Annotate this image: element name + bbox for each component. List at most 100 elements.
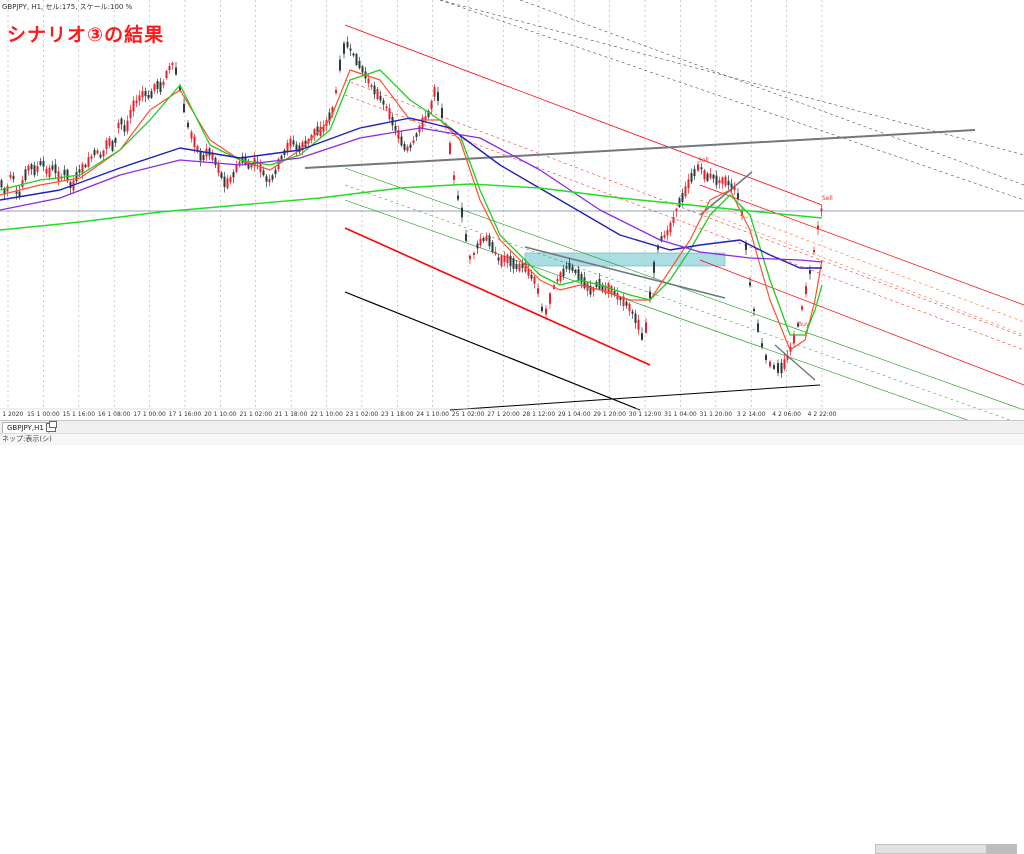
candle-body	[415, 133, 418, 137]
candle-body	[449, 143, 451, 154]
candle-body	[733, 187, 736, 190]
candle-body	[660, 236, 663, 242]
candle-body	[48, 167, 51, 178]
scrollbar-thumb[interactable]	[986, 845, 1016, 853]
candle-body	[653, 262, 655, 273]
candle-body	[663, 235, 666, 238]
chart-tab-bar: GBPJPY,H1	[0, 420, 1024, 854]
time-tick-label: 31 1 04:00	[664, 411, 697, 418]
candle-body	[316, 126, 319, 135]
channel-line-gray-short	[699, 171, 753, 216]
time-tick-label: 4 2 22:00	[808, 411, 837, 418]
candle-body	[666, 229, 669, 236]
candle-body	[753, 308, 755, 312]
window-tile-icon[interactable]	[46, 421, 57, 432]
candle-body	[749, 282, 751, 286]
time-tick-label: 29 1 20:00	[593, 411, 626, 418]
candle-body	[274, 169, 277, 175]
candle-body	[96, 150, 99, 154]
candle-body	[577, 269, 580, 280]
candle-body	[388, 108, 391, 120]
candle-body	[217, 164, 220, 173]
candle-body	[469, 255, 471, 260]
candle-body	[709, 173, 712, 178]
candle-body	[515, 263, 518, 270]
candle-body	[111, 141, 114, 151]
candle-body	[494, 251, 497, 255]
candle-body	[99, 154, 102, 158]
candle-body	[706, 173, 709, 181]
candle-body	[232, 172, 235, 178]
horizontal-scrollbar[interactable]	[875, 844, 1017, 854]
candle-body	[797, 323, 799, 327]
candle-body	[757, 323, 759, 332]
candle-body	[9, 174, 12, 178]
candle-body	[36, 166, 39, 172]
candle-body	[57, 171, 60, 182]
candle-body	[328, 112, 331, 122]
candle-body	[718, 180, 721, 183]
candle-body	[637, 319, 640, 330]
candle-body	[90, 156, 93, 159]
signal-label: Sell	[822, 195, 833, 202]
channel-line-gray-arrow	[774, 344, 816, 381]
candle-body	[645, 322, 647, 333]
candle-body	[168, 65, 171, 71]
candle-body	[461, 207, 463, 218]
candle-body	[712, 174, 715, 179]
candle-body	[301, 142, 304, 151]
candle-body	[78, 169, 81, 173]
candle-body	[171, 62, 174, 66]
candle-body	[75, 171, 78, 182]
signal-label: Buy	[798, 321, 810, 328]
candle-body	[247, 162, 250, 169]
candle-body	[322, 126, 325, 132]
candle-body	[370, 84, 373, 88]
candle-body	[159, 81, 162, 93]
moving-averages	[0, 69, 823, 351]
candle-body	[527, 269, 530, 276]
candle-body	[223, 176, 226, 187]
candle-body	[568, 262, 571, 270]
candle-body	[129, 109, 132, 119]
candle-body	[476, 243, 479, 249]
candle-body	[518, 263, 521, 271]
candle-body	[196, 145, 199, 152]
candle-body	[805, 286, 807, 294]
candle-body	[583, 277, 586, 289]
candle-body	[669, 222, 672, 233]
candle-body	[403, 144, 406, 150]
status-bar: ネップ:表示(シ)	[0, 433, 1024, 445]
candle-body	[141, 91, 144, 97]
candle-body	[24, 169, 27, 181]
candle-body	[114, 138, 117, 143]
candle-body	[441, 108, 443, 118]
symbol-header: GBPJPY, H1, セル:175, スケール:100 %	[2, 3, 133, 11]
candle-body	[418, 125, 421, 133]
candle-body	[268, 178, 271, 183]
candle-body	[549, 293, 551, 304]
time-tick-label: 23 1 02:00	[346, 411, 379, 418]
candle-body	[313, 129, 316, 136]
candle-body	[721, 177, 724, 184]
candle-body	[382, 100, 385, 105]
candle-body	[394, 125, 397, 131]
candle-body	[3, 187, 6, 195]
channel-line-black-dot1	[439, 0, 1024, 201]
candle-body	[777, 363, 779, 373]
candle-body	[715, 175, 718, 185]
candle-body	[280, 155, 283, 160]
candle-body	[373, 85, 376, 95]
candle-body	[697, 164, 699, 171]
candle-body	[672, 217, 675, 223]
candle-body	[641, 333, 643, 340]
candle-body	[30, 164, 33, 170]
candle-body	[379, 95, 382, 101]
channel-line-green3	[344, 199, 969, 420]
candle-body	[745, 243, 747, 250]
candle-body	[12, 175, 15, 180]
candle-body	[105, 140, 108, 149]
candle-body	[123, 125, 126, 132]
candle-body	[628, 303, 631, 312]
